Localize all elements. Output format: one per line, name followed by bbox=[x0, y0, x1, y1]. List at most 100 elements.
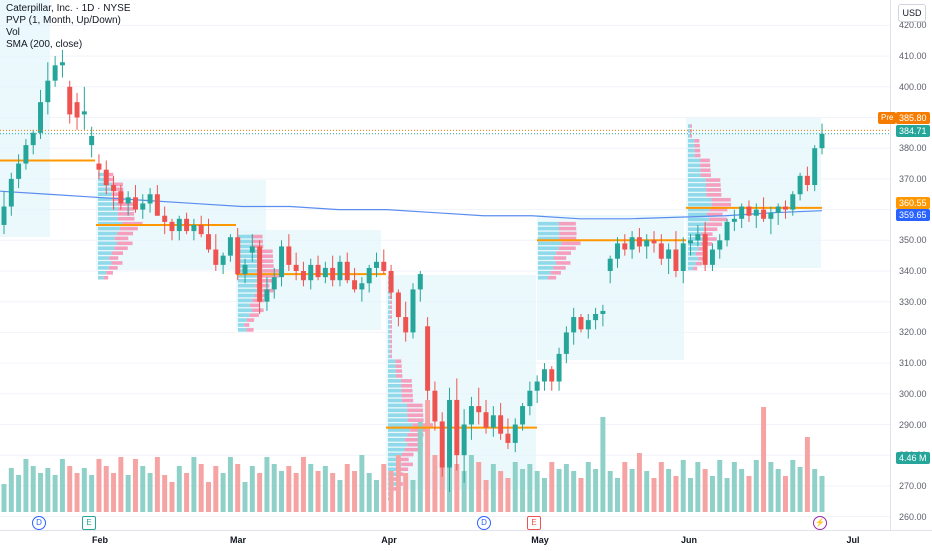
flash-event-icon[interactable]: ⚡ bbox=[813, 516, 827, 530]
volume-profile-bar bbox=[538, 271, 551, 275]
candle-body bbox=[512, 424, 518, 443]
candle-body bbox=[96, 163, 102, 170]
volume-profile-bar bbox=[688, 222, 707, 227]
volume-profile-bar bbox=[538, 221, 559, 226]
earnings-event-icon[interactable]: E bbox=[527, 516, 541, 530]
volume-profile-bar bbox=[238, 254, 258, 259]
time-label-feb: Feb bbox=[91, 535, 109, 545]
volume-profile-bar bbox=[688, 178, 706, 182]
dividend-event-icon[interactable]: D bbox=[32, 516, 46, 530]
candle-body bbox=[563, 332, 569, 354]
candle-body bbox=[89, 135, 95, 146]
candle-body bbox=[154, 194, 160, 216]
candle-body bbox=[81, 111, 87, 115]
volume-profile-bar bbox=[388, 369, 396, 373]
volume-bar bbox=[797, 467, 803, 512]
volume-bar bbox=[38, 473, 44, 512]
volume-profile-bar bbox=[538, 251, 557, 255]
candle-body bbox=[315, 264, 321, 278]
dividend-event-icon[interactable]: D bbox=[477, 516, 491, 530]
volume-profile-bar bbox=[238, 259, 258, 263]
volume-profile-bar bbox=[388, 295, 391, 300]
volume-profile-bar bbox=[711, 202, 732, 207]
price-tick-label: 320.00 bbox=[899, 327, 927, 338]
volume-profile-bar bbox=[257, 254, 273, 259]
volume-profile-bar bbox=[688, 153, 695, 158]
volume-bar bbox=[132, 459, 138, 512]
volume-profile-bar bbox=[238, 318, 247, 322]
candle-body bbox=[198, 224, 204, 235]
volume-profile-bar bbox=[238, 313, 250, 317]
volume-profile-bar bbox=[98, 236, 115, 241]
time-label-jul: Jul bbox=[846, 535, 860, 545]
price-tick-label: 340.00 bbox=[899, 266, 927, 276]
volume-profile-bar bbox=[690, 129, 692, 133]
candle-body bbox=[790, 194, 796, 210]
volume-profile-bar bbox=[388, 467, 400, 472]
volume-profile-bar bbox=[399, 457, 409, 462]
volume-profile-bar bbox=[388, 462, 402, 467]
volume-bar bbox=[30, 466, 36, 512]
volume-bar bbox=[702, 469, 708, 512]
volume-profile-bar bbox=[401, 383, 413, 388]
volume-profile-bar bbox=[98, 241, 117, 246]
volume-profile-bar bbox=[688, 217, 710, 222]
volume-bar bbox=[322, 466, 328, 512]
volume-profile-bar bbox=[251, 239, 263, 244]
candle-body bbox=[373, 261, 379, 268]
chart-area[interactable] bbox=[0, 0, 890, 530]
legend-sma[interactable]: SMA (200, close) bbox=[6, 39, 83, 50]
legend-symbol[interactable]: Caterpillar, Inc. · 1D · NYSE bbox=[6, 3, 131, 14]
volume-profile-bar bbox=[249, 313, 259, 317]
volume-profile-bar bbox=[688, 207, 710, 212]
volume-profile-bar bbox=[238, 244, 252, 249]
volume-profile-bar bbox=[111, 251, 123, 255]
volume-profile-bar bbox=[401, 398, 414, 403]
volume-profile-bar bbox=[238, 308, 253, 313]
volume-profile-bar bbox=[695, 251, 703, 256]
volume-profile-bar bbox=[694, 143, 700, 148]
candle-body bbox=[257, 246, 263, 302]
volume-profile-bar bbox=[393, 487, 399, 491]
volume-bar bbox=[395, 455, 401, 512]
candle-body bbox=[768, 212, 774, 219]
volume-profile-bar bbox=[390, 344, 392, 349]
candle-body bbox=[797, 175, 803, 195]
volume-profile-bar bbox=[390, 354, 392, 359]
volume-profile-bar bbox=[111, 182, 123, 187]
candle-body bbox=[395, 292, 401, 318]
volume-bar bbox=[461, 471, 467, 512]
volume-bar bbox=[541, 478, 547, 512]
volume-profile-bar bbox=[401, 388, 413, 393]
volume-profile-bar bbox=[688, 247, 699, 251]
volume-bar bbox=[242, 482, 248, 512]
legend-vol[interactable]: Vol bbox=[6, 27, 20, 38]
volume-profile-bar bbox=[238, 274, 261, 278]
legend-pvp[interactable]: PVP (1, Month, Up/Down) bbox=[6, 15, 121, 26]
earnings-event-icon[interactable]: E bbox=[82, 516, 96, 530]
volume-profile-bar bbox=[538, 261, 556, 265]
volume-bar bbox=[337, 480, 343, 512]
price-axis[interactable]: 420.00410.00400.00390.00380.00370.00360.… bbox=[890, 0, 932, 530]
price-chart[interactable] bbox=[0, 0, 890, 530]
candle-body bbox=[45, 80, 51, 103]
volume-bar bbox=[89, 475, 95, 512]
volume-bar bbox=[191, 457, 197, 512]
volume-profile-bar bbox=[538, 236, 560, 241]
volume-bar bbox=[373, 480, 379, 512]
candle-body bbox=[644, 240, 650, 247]
volume-profile-bar bbox=[401, 393, 413, 398]
volume-profile-bar bbox=[390, 300, 392, 305]
candle-body bbox=[819, 133, 825, 149]
volume-profile-bar bbox=[98, 177, 107, 182]
volume-bar bbox=[23, 459, 29, 512]
volume-profile-bar bbox=[688, 232, 702, 236]
time-axis[interactable]: Feb Mar Apr May Jun Jul bbox=[0, 530, 932, 551]
currency-button[interactable]: USD bbox=[898, 4, 926, 22]
volume-profile-bar bbox=[98, 216, 119, 221]
volume-profile-bar bbox=[388, 379, 402, 383]
volume-bar bbox=[271, 464, 277, 512]
chart-legend: Caterpillar, Inc. · 1D · NYSE PVP (1, Mo… bbox=[6, 3, 130, 51]
volume-profile-bar bbox=[388, 383, 402, 388]
volume-profile-bar bbox=[559, 236, 577, 241]
